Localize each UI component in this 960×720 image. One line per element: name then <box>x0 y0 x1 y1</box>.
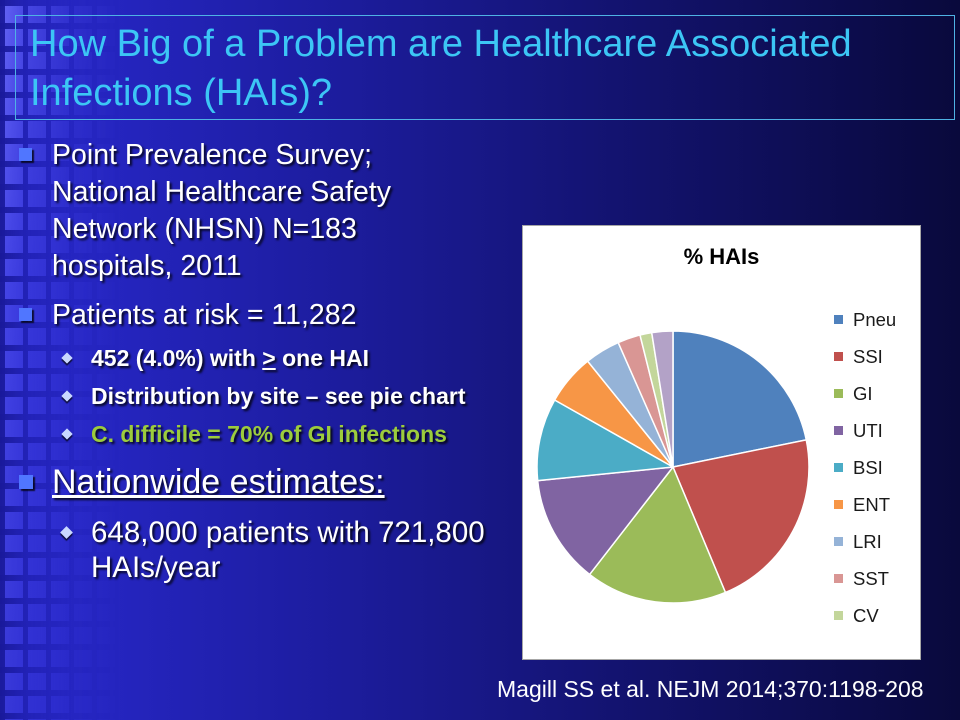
legend-swatch-ent <box>834 500 843 509</box>
bullet-patients-at-risk: Patients at risk = 11,282 <box>52 299 357 331</box>
square-bullet-icon <box>19 308 32 321</box>
legend-swatch-bsi <box>834 463 843 472</box>
pie-chart-panel: % HAIs Pneu SSI GI UTI BSI ENT LRI <box>522 225 921 660</box>
legend-item-pneu: Pneu <box>834 301 896 338</box>
square-bullet-icon <box>19 475 33 489</box>
legend-swatch-sst <box>834 574 843 583</box>
title-frame: How Big of a Problem are Healthcare Asso… <box>15 15 955 120</box>
hai-count-tail: one HAI <box>282 345 369 371</box>
legend-swatch-ssi <box>834 352 843 361</box>
legend-label-uti: UTI <box>853 419 883 441</box>
sub-bullet-distribution: Distribution by site – see pie chart <box>91 383 466 409</box>
sub-bullet-nationwide-detail: 648,000 patients with 721,800 HAIs/year <box>91 516 485 584</box>
sub-bullet-hai-count: 452 (4.0%) with > one HAI <box>91 339 369 377</box>
legend-item-sst: SST <box>834 560 896 597</box>
slide-title: How Big of a Problem are Healthcare Asso… <box>30 23 852 114</box>
pie-slice-ssi <box>671 438 810 594</box>
legend-item-ent: ENT <box>834 486 896 523</box>
pie-slice-gi <box>588 465 727 604</box>
legend-label-sst: SST <box>853 567 889 589</box>
legend-label-gi: GI <box>853 382 873 404</box>
legend-swatch-pneu <box>834 315 843 324</box>
pie-chart-svg <box>536 330 810 604</box>
legend-label-bsi: BSI <box>853 456 883 478</box>
legend-label-cv: CV <box>853 604 879 626</box>
pie-slice-unlabeled <box>650 330 674 468</box>
pie-slice-uti <box>536 466 675 576</box>
legend-item-cv: CV <box>834 597 896 634</box>
chart-title: % HAIs <box>683 244 760 269</box>
square-bullet-icon <box>19 148 32 161</box>
decorative-square-pattern <box>0 0 120 720</box>
legend-swatch-cv <box>834 611 843 620</box>
hai-count-lead: 452 (4.0%) with <box>91 345 256 371</box>
bullet-survey: Point Prevalence Survey; National Health… <box>52 139 392 282</box>
bullet-nationwide-estimates: Nationwide estimates: <box>52 463 385 501</box>
legend-label-lri: LRI <box>853 530 882 552</box>
legend-label-ent: ENT <box>853 493 890 515</box>
pie-slice-pneu <box>672 330 808 468</box>
chart-legend: Pneu SSI GI UTI BSI ENT LRI SST <box>834 301 896 634</box>
legend-swatch-lri <box>834 537 843 546</box>
legend-swatch-gi <box>834 389 843 398</box>
legend-label-pneu: Pneu <box>853 308 897 330</box>
citation: Magill SS et al. NEJM 2014;370:1198-208 <box>497 676 924 702</box>
greater-or-equal-symbol: > <box>262 345 276 371</box>
pie-slice-bsi <box>536 398 676 482</box>
legend-item-gi: GI <box>834 375 896 412</box>
legend-item-uti: UTI <box>834 412 896 449</box>
legend-item-bsi: BSI <box>834 449 896 486</box>
legend-swatch-uti <box>834 426 843 435</box>
legend-item-ssi: SSI <box>834 338 896 375</box>
legend-item-lri: LRI <box>834 523 896 560</box>
legend-label-ssi: SSI <box>853 345 883 367</box>
sub-bullet-cdiff: C. difficile = 70% of GI infections <box>91 421 447 447</box>
